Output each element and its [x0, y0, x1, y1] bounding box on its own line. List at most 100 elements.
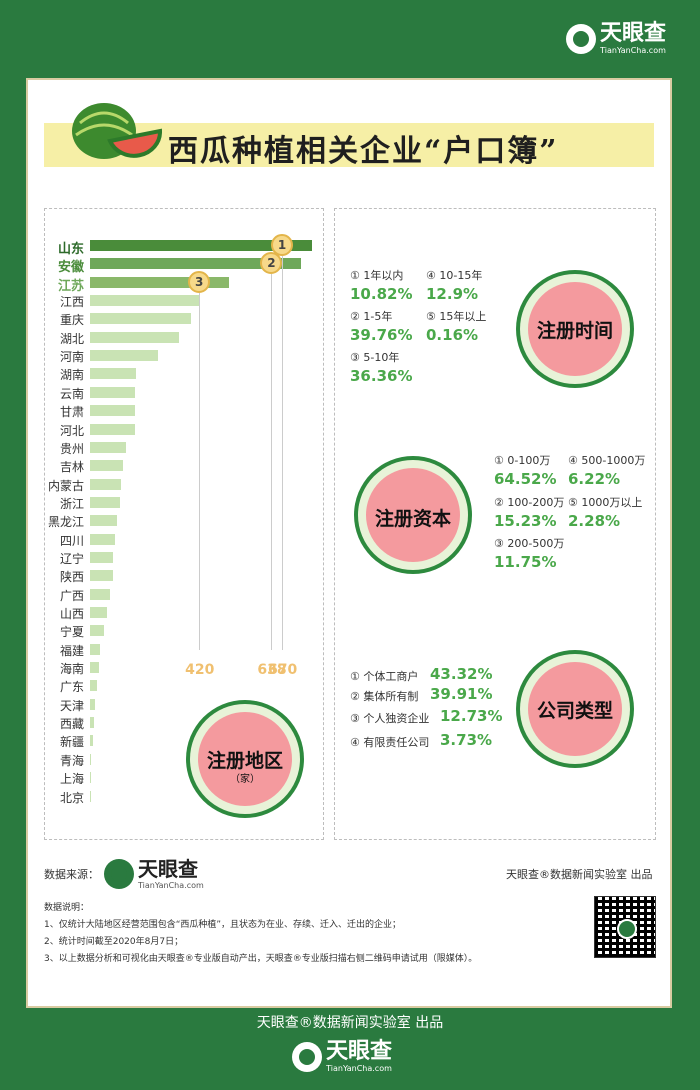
- reg-capital-label-5: ⑤ 1000万以上: [568, 496, 643, 509]
- company-type-value-1: 43.32%: [430, 665, 493, 683]
- guide-line: [282, 256, 283, 650]
- producer-label: 天眼查®数据新闻实验室 出品: [506, 868, 653, 881]
- reg-capital-title: 注册资本: [374, 508, 451, 530]
- bar: [90, 607, 107, 618]
- company-type-value-4: 3.73%: [440, 731, 493, 749]
- bar-label: 海南: [59, 662, 84, 677]
- reg-capital-value-3: 11.75%: [494, 553, 557, 571]
- bar: [90, 551, 114, 563]
- bar: [90, 276, 230, 288]
- bar: [90, 496, 120, 508]
- rank-medal: 3: [188, 270, 211, 293]
- bar-label: 陕西: [59, 570, 84, 585]
- bar-label: 北京: [59, 790, 84, 805]
- bar: [90, 790, 91, 802]
- bar-label: 山西: [59, 607, 84, 621]
- reg-capital-watermelon-icon: [354, 456, 472, 574]
- bar-label: 西藏: [59, 717, 84, 732]
- content-panel: [26, 78, 672, 1008]
- reg-capital-label-3: ③ 200-500万: [494, 537, 565, 550]
- bar: [90, 350, 158, 362]
- bar-label: 宁夏: [59, 625, 84, 640]
- bar-label: 黑龙江: [47, 515, 84, 530]
- bar: [90, 735, 93, 747]
- bar: [90, 662, 100, 674]
- bar: [90, 240, 312, 251]
- bar: [90, 295, 200, 307]
- reg-time-label-3: ③ 5-10年: [350, 351, 400, 364]
- company-type-label-4: ④ 有限责任公司: [350, 736, 430, 749]
- reg-time-label-4: ④ 10-15年: [426, 269, 483, 282]
- reg-time-watermelon-icon: [516, 270, 634, 388]
- bar-label: 新疆: [59, 735, 84, 750]
- qr-code[interactable]: [594, 896, 656, 958]
- brand-logo-source: 天眼查 TianYanCha.com: [104, 857, 204, 890]
- tick-label: 670: [268, 662, 298, 678]
- bar-label: 河北: [59, 423, 84, 438]
- bar: [90, 753, 92, 765]
- reg-capital-value-2: 15.23%: [494, 512, 557, 530]
- brand-sub: TianYanCha.com: [326, 1064, 392, 1073]
- bar: [90, 441, 127, 453]
- bar: [90, 386, 135, 398]
- guide-line: [271, 274, 273, 650]
- bar-label: 内蒙古: [47, 478, 84, 493]
- reg-capital-value-5: 2.28%: [568, 512, 621, 530]
- brand-sub: TianYanCha.com: [138, 881, 204, 890]
- tianyancha-logo-icon: [566, 23, 596, 54]
- bar: [90, 478, 122, 490]
- reg-capital-label-1: ① 0-100万: [494, 454, 551, 467]
- bar-label: 江西: [59, 295, 84, 310]
- bar-label: 福建: [59, 643, 84, 658]
- bar-label: 浙江: [59, 496, 84, 511]
- bar-label: 辽宁: [59, 551, 84, 566]
- rank-medal: 2: [260, 252, 283, 275]
- notes-line-3: 3、以上数据分析和可视化由天眼查®专业版自动产出，天眼查®专业版扫描右侧二维码申…: [44, 954, 478, 964]
- bar: [90, 570, 113, 582]
- brand-name: 天眼查: [138, 857, 198, 881]
- tianyancha-logo-icon: [104, 858, 134, 889]
- reg-time-value-1: 10.82%: [350, 285, 413, 303]
- page-title: 西瓜种植相关企业“户口簿”: [168, 134, 559, 169]
- bar: [90, 698, 95, 710]
- brand-sub: TianYanCha.com: [600, 46, 666, 55]
- notes-line-2: 2、统计时间截至2020年8月7日；: [44, 937, 184, 947]
- company-type-value-2: 39.91%: [430, 685, 493, 703]
- company-type-title: 公司类型: [536, 700, 613, 722]
- reg-capital-value-1: 64.52%: [494, 470, 557, 488]
- reg-time-label-5: ⑤ 15年以上: [426, 310, 487, 323]
- company-type-watermelon-icon: [516, 650, 634, 768]
- stats-box: [334, 208, 656, 840]
- bar: [90, 258, 302, 270]
- bar-label: 吉林: [59, 460, 84, 475]
- bar: [90, 405, 135, 417]
- reg-capital-label-4: ④ 500-1000万: [568, 454, 646, 467]
- notes-heading: 数据说明：: [44, 903, 90, 913]
- bar-label: 河南: [59, 350, 84, 365]
- bar: [90, 368, 137, 380]
- bar: [90, 625, 104, 637]
- watermelon-icon: [72, 103, 162, 159]
- bar: [90, 680, 98, 692]
- tianyancha-logo-icon: [292, 1041, 322, 1072]
- company-type-label-2: ② 集体所有制: [350, 690, 419, 703]
- bar: [90, 331, 180, 343]
- region-chart-title: 注册地区: [206, 750, 283, 772]
- reg-time-label-1: ① 1年以内: [350, 269, 404, 282]
- company-type-label-1: ① 个体工商户: [350, 670, 419, 683]
- company-type-label-3: ③ 个人独资企业: [350, 712, 430, 725]
- bar: [90, 588, 110, 600]
- bar-label: 湖南: [59, 368, 84, 383]
- bar-label: 四川: [59, 533, 84, 548]
- reg-time-value-3: 36.36%: [350, 367, 413, 385]
- bar-label: 重庆: [59, 313, 84, 328]
- bar-label: 云南: [59, 386, 84, 401]
- reg-time-value-5: 0.16%: [426, 326, 479, 344]
- reg-time-label-2: ② 1-5年: [350, 310, 393, 323]
- bar-label: 山东: [57, 242, 84, 257]
- bar: [90, 643, 100, 655]
- brand-name: 天眼查: [600, 21, 667, 46]
- notes-line-1: 1、仅统计大陆地区经营范围包含“西瓜种植”，且状态为在业、存续、迁入、迁出的企业…: [44, 920, 402, 930]
- brand-logo-bottom: 天眼查 TianYanCha.com: [292, 1040, 392, 1073]
- reg-time-value-4: 12.9%: [426, 285, 479, 303]
